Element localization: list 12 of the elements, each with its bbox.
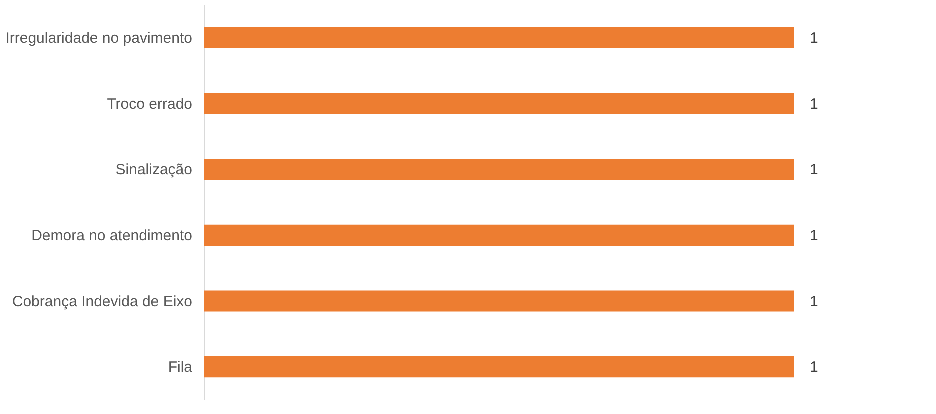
data-label: 1 <box>810 162 818 179</box>
data-label: 1 <box>810 293 818 310</box>
data-label: 1 <box>810 96 818 113</box>
data-label: 1 <box>810 30 818 47</box>
y-tick-label: Cobrança Indevida de Eixo <box>12 293 192 310</box>
y-tick-label: Fila <box>168 359 194 376</box>
y-tick-label: Sinalização <box>116 162 192 179</box>
y-tick-label: Demora no atendimento <box>32 227 192 244</box>
y-tick-label: Troco errado <box>107 96 192 113</box>
y-tick-label: Irregularidade no pavimento <box>6 30 192 47</box>
data-label: 1 <box>810 227 818 244</box>
data-label: 1 <box>810 359 818 376</box>
